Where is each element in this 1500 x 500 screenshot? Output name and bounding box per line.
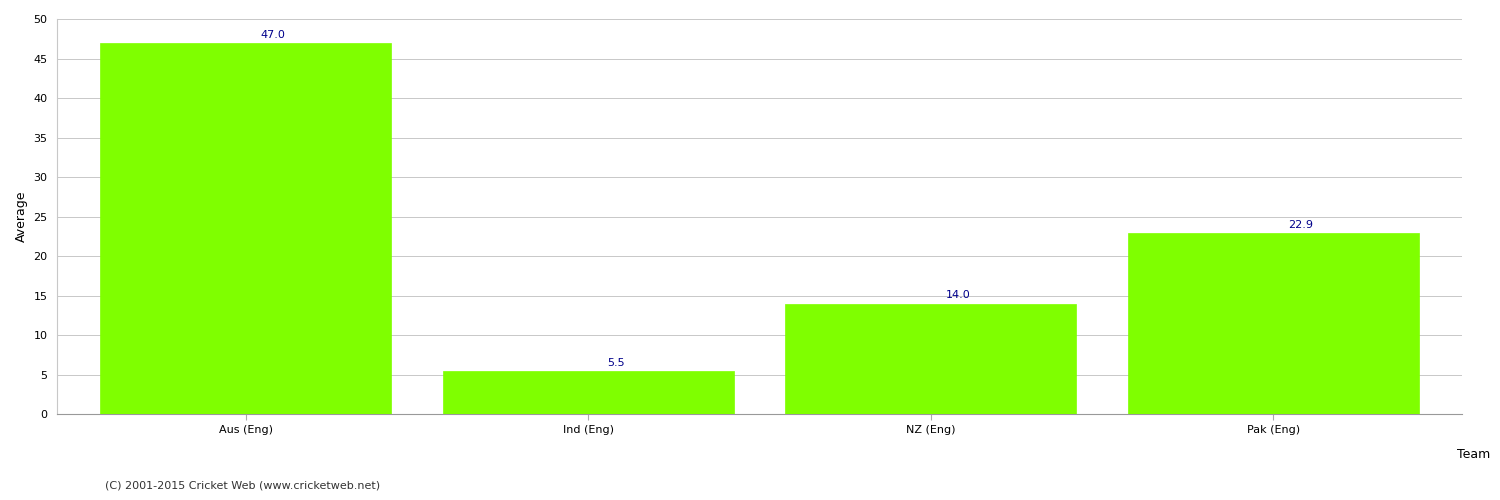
Text: Team: Team	[1456, 448, 1490, 461]
Text: 14.0: 14.0	[946, 290, 970, 300]
Bar	[786, 304, 1077, 414]
Text: 5.5: 5.5	[608, 358, 624, 368]
Y-axis label: Average: Average	[15, 191, 28, 242]
Text: 47.0: 47.0	[261, 30, 285, 40]
Text: 22.9: 22.9	[1288, 220, 1314, 230]
Bar	[1128, 233, 1419, 414]
Text: (C) 2001-2015 Cricket Web (www.cricketweb.net): (C) 2001-2015 Cricket Web (www.cricketwe…	[105, 480, 380, 490]
Bar	[442, 371, 734, 414]
Bar	[100, 42, 392, 414]
